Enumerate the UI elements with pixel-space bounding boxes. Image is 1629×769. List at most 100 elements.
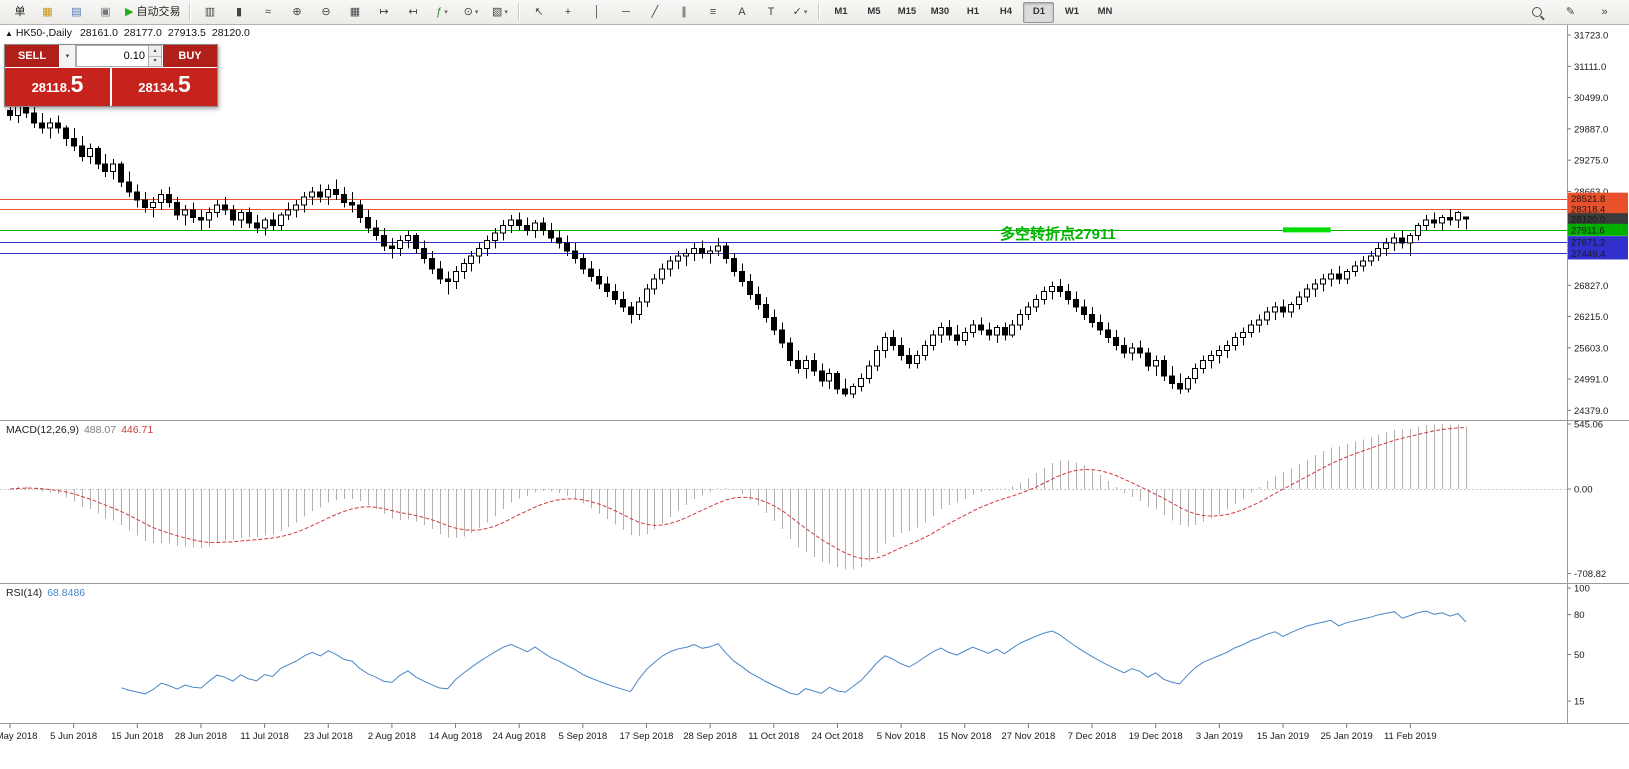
horizontal-line-icon[interactable]: ─ — [622, 5, 630, 18]
rsi-tick-label: 80 — [1574, 610, 1585, 621]
zoom-out-icon[interactable]: ⊖ — [321, 5, 331, 18]
line-chart-icon[interactable]: ≈ — [264, 5, 271, 18]
order-type-dropdown[interactable]: ▾ — [59, 45, 76, 67]
timeframe-d1-button[interactable]: D1 — [1023, 1, 1055, 23]
volume-stepper: ▴ ▾ — [148, 45, 162, 67]
macd-name: MACD(12,26,9) — [6, 424, 79, 436]
time-axis-label: 19 Dec 2018 — [1129, 731, 1183, 742]
new-order-button[interactable]: 单 — [14, 5, 26, 18]
buy-price-display[interactable]: 28134. 5 — [112, 68, 217, 106]
time-axis-label: 5 Nov 2018 — [877, 731, 926, 742]
templates-button[interactable]: ▧ ▾ — [492, 5, 508, 18]
buy-price-pip: 5 — [177, 71, 191, 97]
macd-tick-label: 545.06 — [1574, 420, 1603, 431]
rsi-tick-label: 50 — [1574, 650, 1585, 661]
tile-windows-icon[interactable]: ▦ — [349, 5, 361, 18]
timeframe-m5-button[interactable]: M5 — [867, 6, 881, 18]
timeframe-h4-button[interactable]: H4 — [999, 6, 1013, 18]
chart-title: ▲ HK50-,Daily 28161.0 28177.0 27913.5 28120.0 — [5, 27, 256, 39]
timeframe-m1-button[interactable]: M1 — [834, 6, 848, 18]
toolbar-overflow-button[interactable]: » — [1601, 5, 1608, 18]
price-tick-label: 26827.0 — [1574, 281, 1608, 292]
timeframe-w1-button[interactable]: W1 — [1064, 6, 1080, 18]
volume-decrease-button[interactable]: ▾ — [149, 56, 161, 66]
price-tag — [1568, 213, 1628, 226]
price-tick-label: 31723.0 — [1574, 31, 1608, 42]
time-axis-label: 15 Jan 2019 — [1257, 731, 1309, 742]
time-axis-label: 7 Dec 2018 — [1068, 731, 1117, 742]
sell-price-display[interactable]: 28118. 5 — [5, 68, 110, 106]
macd-main-value: 488.07 — [83, 424, 117, 436]
zoom-in-icon[interactable]: ⊕ — [292, 5, 302, 18]
panel-collapse-icon[interactable]: ▲ — [5, 29, 13, 38]
price-tag — [1568, 203, 1628, 216]
time-axis-label: 24 May 2018 — [0, 731, 37, 742]
profiles-icon[interactable]: ▤ — [71, 5, 82, 18]
time-axis-label: 3 Jan 2019 — [1196, 731, 1243, 742]
macd-tick-label: -708.82 — [1574, 569, 1606, 580]
price-tick-label: 30499.0 — [1574, 93, 1608, 104]
indicators-button[interactable]: ƒ ▾ — [436, 5, 448, 18]
timeframe-h1-button[interactable]: H1 — [966, 6, 980, 18]
candlestick-chart-icon[interactable]: ▮ — [235, 5, 242, 18]
time-axis-label: 2 Aug 2018 — [368, 731, 416, 742]
time-axis-label: 15 Nov 2018 — [938, 731, 992, 742]
new-chart-icon[interactable]: ▦ — [42, 5, 53, 18]
volume-increase-button[interactable]: ▴ — [149, 46, 161, 57]
price-tag-label: 27449.4 — [1571, 249, 1605, 260]
price-tag — [1568, 192, 1628, 205]
rsi-name: RSI(14) — [6, 587, 43, 599]
arrows-button[interactable]: ✓ ▾ — [792, 5, 808, 18]
price-tag — [1568, 247, 1628, 260]
time-axis-label: 11 Jul 2018 — [240, 731, 288, 742]
time-axis-label: 28 Sep 2018 — [683, 731, 737, 742]
vertical-line-icon[interactable]: │ — [593, 5, 601, 18]
price-tick-label: 25603.0 — [1574, 343, 1608, 354]
text-icon[interactable]: A — [738, 5, 746, 18]
autotrading-button[interactable]: ▶ 自动交易 — [125, 5, 181, 18]
market-watch-icon[interactable]: ▣ — [100, 5, 111, 18]
price-tag — [1568, 223, 1628, 236]
time-axis-label: 23 Jul 2018 — [304, 731, 353, 742]
price-tag-label: 28120.0 — [1571, 215, 1605, 226]
chart-symbol-period: HK50-,Daily — [15, 27, 72, 39]
price-tick-label: 29275.0 — [1574, 156, 1608, 167]
price-tag-label: 28521.8 — [1571, 194, 1605, 205]
crosshair-icon[interactable]: + — [564, 5, 572, 18]
time-axis-label: 24 Aug 2018 — [493, 731, 546, 742]
rsi-tick-label: 15 — [1574, 697, 1585, 708]
edit-icon[interactable]: ✎ — [1565, 5, 1576, 18]
candlestick-series — [7, 97, 1469, 399]
timeframe-mn-button[interactable]: MN — [1097, 6, 1113, 18]
search-icon[interactable] — [1523, 2, 1550, 23]
price-tag-label: 27671.2 — [1571, 238, 1605, 249]
auto-scroll-icon[interactable]: ↦ — [379, 5, 389, 18]
equidistant-channel-icon[interactable]: ∥ — [681, 5, 687, 18]
price-tag-label: 28318.4 — [1571, 205, 1605, 216]
annotation-text[interactable]: 多空转折点27911 — [1000, 226, 1116, 243]
periods-button[interactable]: ⊙ ▾ — [463, 5, 479, 18]
chevron-down-icon: ▾ — [474, 8, 479, 16]
trendline-icon[interactable]: ╱ — [651, 5, 659, 18]
rsi-value: 68.8486 — [47, 587, 86, 599]
sell-price-pip: 5 — [70, 71, 84, 97]
fibonacci-icon[interactable]: ≡ — [709, 5, 717, 18]
volume-input[interactable] — [76, 45, 148, 67]
timeframe-m30-button[interactable]: M30 — [930, 6, 950, 18]
time-axis-label: 5 Jun 2018 — [50, 731, 97, 742]
price-tick-label: 24379.0 — [1574, 406, 1608, 417]
cursor-icon[interactable]: ↖ — [534, 5, 544, 18]
timeframe-m15-button[interactable]: M15 — [897, 6, 917, 18]
ohlc-open: 28161.0 — [79, 27, 118, 39]
time-axis-label: 17 Sep 2018 — [620, 731, 674, 742]
buy-button[interactable]: BUY — [163, 45, 217, 67]
label-icon[interactable]: T — [767, 5, 775, 18]
time-axis-label: 11 Oct 2018 — [748, 731, 799, 742]
ohlc-high: 28177.0 — [123, 27, 162, 39]
bar-chart-icon[interactable]: ▥ — [204, 5, 216, 18]
time-axis-label: 28 Jun 2018 — [175, 731, 227, 742]
macd-histogram — [18, 424, 1467, 570]
chart-shift-icon[interactable]: ↤ — [408, 5, 418, 18]
sell-button[interactable]: SELL — [5, 45, 59, 67]
